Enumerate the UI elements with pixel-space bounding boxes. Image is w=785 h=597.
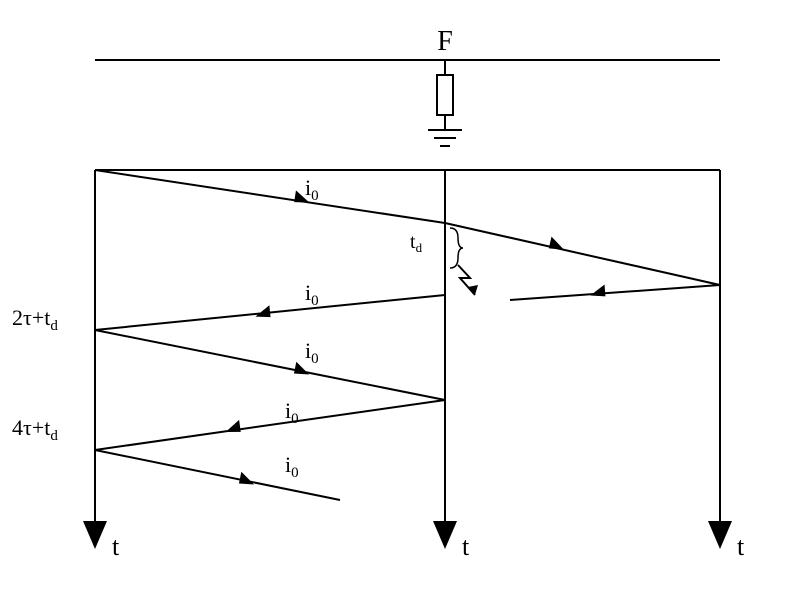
wave-segment-3: [510, 285, 720, 300]
wave-segment-5: [95, 330, 445, 400]
wave-segment-7: [95, 450, 340, 500]
spark-icon: [458, 265, 478, 295]
wave-segment-6: [95, 400, 445, 450]
wave-arrow-3: [590, 284, 606, 297]
wave-arrow-7: [239, 472, 256, 487]
i0-label-2: i0: [305, 280, 319, 309]
wave-diagram: F t t t i0 td: [0, 0, 785, 597]
i0-label-5: i0: [285, 452, 299, 481]
t-label-right: t: [737, 532, 745, 561]
resistor-symbol: [437, 75, 453, 115]
i0-label-4: i0: [285, 398, 299, 427]
diagram-svg: F t t t i0 td: [0, 0, 785, 597]
wave-arrow-4: [254, 305, 270, 318]
td-brace: [450, 228, 463, 268]
wave-segment-1: [95, 170, 445, 223]
wave-segment-2: [445, 223, 720, 285]
wave-arrow-6: [224, 420, 241, 434]
t-label-left: t: [112, 532, 120, 561]
td-label: td: [410, 231, 423, 255]
t-label-middle: t: [462, 532, 470, 561]
time-2tau-label: 2τ+td: [12, 305, 58, 334]
i0-label-1: i0: [305, 175, 319, 204]
wave-arrow-5: [294, 362, 311, 377]
time-4tau-label: 4τ+td: [12, 415, 58, 444]
i0-label-3: i0: [305, 338, 319, 367]
f-label: F: [437, 26, 453, 57]
ground-symbol: [428, 130, 462, 146]
